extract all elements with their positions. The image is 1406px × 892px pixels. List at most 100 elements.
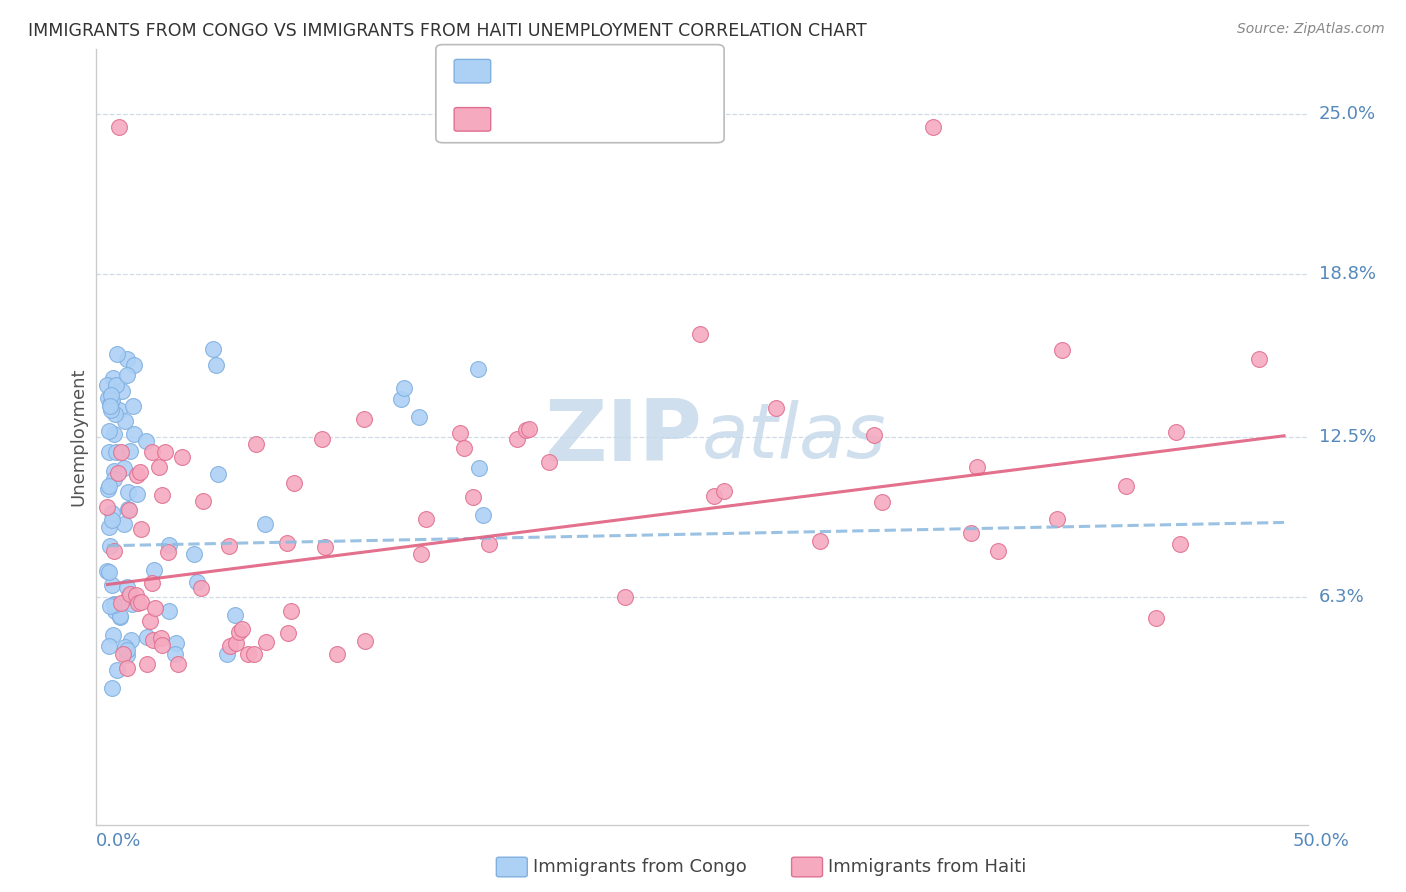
Point xyxy=(127,487,149,501)
Point xyxy=(922,120,945,134)
Point xyxy=(114,414,136,428)
Point xyxy=(96,500,118,515)
Point xyxy=(98,599,121,613)
Point xyxy=(463,490,485,504)
Point xyxy=(129,522,152,536)
Point xyxy=(808,534,831,549)
Point xyxy=(98,519,121,533)
Point xyxy=(122,399,145,413)
Point xyxy=(148,460,170,475)
Point xyxy=(411,547,433,561)
Point xyxy=(183,547,205,561)
Point xyxy=(689,326,711,341)
Point xyxy=(104,604,127,618)
Point xyxy=(108,402,131,417)
Text: 18.8%: 18.8% xyxy=(1319,265,1375,283)
Point xyxy=(101,392,124,407)
Point xyxy=(215,647,238,661)
Point xyxy=(960,525,983,540)
Point xyxy=(218,539,240,553)
Text: Source: ZipAtlas.com: Source: ZipAtlas.com xyxy=(1237,22,1385,37)
Point xyxy=(392,381,415,395)
Point xyxy=(517,422,540,436)
Point xyxy=(468,460,491,475)
Text: 12.5%: 12.5% xyxy=(1319,428,1376,446)
Point xyxy=(117,502,139,516)
Point xyxy=(354,633,377,648)
Point xyxy=(129,595,152,609)
Point xyxy=(110,384,132,398)
Point xyxy=(118,502,141,516)
Point xyxy=(207,467,229,481)
Point xyxy=(186,574,208,589)
Point xyxy=(118,587,141,601)
Point xyxy=(1249,351,1271,366)
Point xyxy=(117,484,139,499)
Point xyxy=(277,626,299,640)
Point xyxy=(98,445,121,459)
Text: atlas: atlas xyxy=(702,401,886,474)
Point xyxy=(353,412,375,426)
Point xyxy=(117,368,139,382)
Point xyxy=(101,681,124,695)
Point xyxy=(228,625,250,640)
Point xyxy=(314,540,336,554)
Point xyxy=(129,465,152,479)
Point xyxy=(100,395,122,409)
Point xyxy=(96,378,118,392)
Point xyxy=(98,398,121,412)
Text: 25.0%: 25.0% xyxy=(1319,104,1376,123)
Point xyxy=(105,347,128,361)
Point xyxy=(193,494,215,508)
Point xyxy=(280,604,302,618)
Point xyxy=(98,565,121,579)
Point xyxy=(114,640,136,654)
Point xyxy=(150,488,173,502)
Point xyxy=(167,657,190,672)
Point xyxy=(142,633,165,648)
Point xyxy=(157,538,180,552)
Point xyxy=(170,450,193,464)
Text: ZIP: ZIP xyxy=(544,395,702,479)
Point xyxy=(139,614,162,628)
Point xyxy=(231,622,253,636)
Point xyxy=(165,636,187,650)
Point xyxy=(115,661,138,675)
Y-axis label: Unemployment: Unemployment xyxy=(69,368,87,507)
Point xyxy=(389,392,412,406)
Point xyxy=(114,461,136,475)
Point xyxy=(765,401,787,415)
Point xyxy=(141,576,163,591)
Point xyxy=(101,370,124,384)
Point xyxy=(506,432,529,446)
Point xyxy=(153,445,176,459)
Point xyxy=(101,506,124,520)
Point xyxy=(101,578,124,592)
Point xyxy=(105,377,128,392)
Point xyxy=(110,444,132,458)
Point xyxy=(190,581,212,595)
Point xyxy=(105,445,128,459)
Point xyxy=(97,479,120,493)
Point xyxy=(103,471,125,485)
Point xyxy=(111,647,134,661)
Point xyxy=(1115,479,1137,493)
Point xyxy=(453,441,475,455)
Point xyxy=(124,358,146,372)
Point xyxy=(108,608,131,623)
Point xyxy=(141,445,163,459)
Text: R = 0.347    N = 79: R = 0.347 N = 79 xyxy=(499,111,690,128)
Text: 50.0%: 50.0% xyxy=(1294,832,1350,850)
Point xyxy=(863,428,886,442)
Point xyxy=(537,455,560,469)
Point xyxy=(97,424,120,438)
Point xyxy=(103,598,125,612)
Point xyxy=(1046,511,1069,525)
Point xyxy=(150,638,173,652)
Point xyxy=(127,468,149,483)
Point xyxy=(157,603,180,617)
Point xyxy=(103,598,125,612)
Point xyxy=(149,631,172,645)
Point xyxy=(103,427,125,442)
Point xyxy=(103,628,125,642)
